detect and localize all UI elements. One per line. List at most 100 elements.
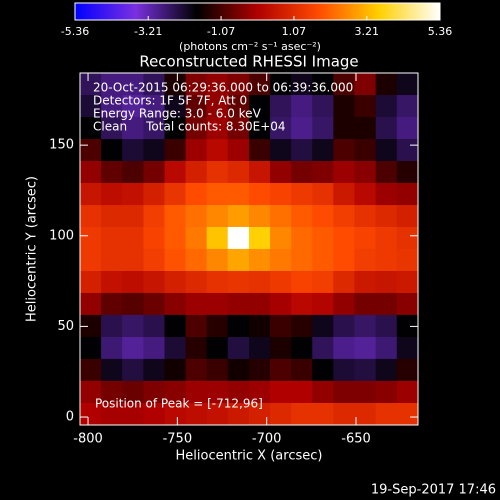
heat-cell bbox=[354, 314, 376, 338]
heat-cell bbox=[206, 337, 229, 360]
heat-cell bbox=[249, 271, 271, 294]
heat-cell bbox=[206, 205, 229, 228]
heat-cell bbox=[375, 205, 398, 228]
heat-cell bbox=[206, 161, 229, 184]
heat-cell bbox=[333, 292, 355, 316]
heat-cell bbox=[227, 161, 250, 184]
heat-cell bbox=[122, 358, 144, 382]
heat-cell bbox=[249, 95, 271, 118]
annotation: 20-Oct-2015 06:29:36.000 to 06:39:36.000 bbox=[93, 81, 353, 95]
x-tick-label: -800 bbox=[73, 432, 103, 447]
heat-cell bbox=[249, 358, 271, 382]
heat-cell bbox=[101, 314, 123, 338]
heat-cell bbox=[80, 402, 102, 426]
y-axis-label: Heliocentric Y (arcsec) bbox=[25, 176, 40, 322]
heat-cell bbox=[185, 402, 208, 426]
heat-cell bbox=[291, 73, 313, 96]
heat-cell bbox=[143, 358, 165, 382]
heat-cell bbox=[164, 205, 187, 228]
colorbar bbox=[74, 2, 441, 21]
x-tick-label: -700 bbox=[252, 432, 282, 447]
heat-cell bbox=[185, 314, 208, 338]
heat-cell bbox=[375, 182, 398, 206]
heat-cell bbox=[143, 248, 165, 272]
heat-cell bbox=[249, 337, 271, 360]
heat-cell bbox=[249, 226, 271, 250]
heat-cell bbox=[164, 73, 187, 96]
heat-cell bbox=[143, 292, 165, 316]
heat-cell bbox=[227, 116, 250, 140]
heat-cell bbox=[396, 226, 419, 250]
heat-cell bbox=[80, 95, 102, 118]
heat-cell bbox=[312, 337, 334, 360]
heat-cell bbox=[270, 292, 292, 316]
heat-cell bbox=[164, 182, 187, 206]
heat-cell bbox=[122, 314, 144, 338]
heat-cell bbox=[101, 73, 123, 96]
heat-cell bbox=[375, 380, 398, 404]
heat-cell bbox=[249, 248, 271, 272]
heat-cell bbox=[227, 182, 250, 206]
heat-cell bbox=[333, 205, 355, 228]
heat-cell bbox=[396, 205, 419, 228]
heat-cell bbox=[354, 248, 376, 272]
heat-cell bbox=[333, 161, 355, 184]
heat-cell bbox=[396, 337, 419, 360]
heat-cell bbox=[354, 337, 376, 360]
y-tick-label: 50 bbox=[57, 319, 74, 334]
heat-cell bbox=[164, 95, 187, 118]
heat-cell bbox=[143, 314, 165, 338]
heat-cell bbox=[122, 402, 144, 426]
colorbar-tick-label: 5.36 bbox=[428, 25, 453, 38]
heat-cell bbox=[291, 358, 313, 382]
heat-cell bbox=[143, 226, 165, 250]
heat-cell bbox=[122, 226, 144, 250]
heat-cell bbox=[249, 402, 271, 426]
heat-cell bbox=[375, 358, 398, 382]
heat-cell bbox=[122, 116, 144, 140]
heat-cell bbox=[185, 337, 208, 360]
heat-cell bbox=[185, 161, 208, 184]
heat-cell bbox=[185, 182, 208, 206]
heat-cell bbox=[143, 95, 165, 118]
heat-cell bbox=[396, 182, 419, 206]
colorbar-tick-label: -3.21 bbox=[134, 25, 162, 38]
heat-cell bbox=[206, 182, 229, 206]
heat-cell bbox=[354, 116, 376, 140]
colorbar-label: (photons cm⁻² s⁻¹ asec⁻²) bbox=[179, 40, 321, 53]
heat-cell bbox=[227, 380, 250, 404]
heat-cell bbox=[206, 380, 229, 404]
heat-cell bbox=[375, 116, 398, 140]
heat-cell bbox=[227, 337, 250, 360]
x-tick-label: -750 bbox=[163, 432, 193, 447]
heat-cell bbox=[396, 292, 419, 316]
heat-cell bbox=[185, 292, 208, 316]
heat-cell bbox=[375, 139, 398, 162]
heat-cell bbox=[312, 116, 334, 140]
heat-cell bbox=[80, 116, 102, 140]
heat-cell bbox=[354, 271, 376, 294]
heat-cell bbox=[227, 292, 250, 316]
heat-cell bbox=[101, 182, 123, 206]
heat-cell bbox=[122, 380, 144, 404]
heat-cell bbox=[396, 95, 419, 118]
heat-cell bbox=[333, 226, 355, 250]
heat-cell bbox=[270, 139, 292, 162]
heat-cell bbox=[164, 337, 187, 360]
heat-cell bbox=[333, 380, 355, 404]
heat-cell bbox=[185, 116, 208, 140]
heat-cell bbox=[312, 271, 334, 294]
heat-cell bbox=[122, 139, 144, 162]
heat-cell bbox=[206, 271, 229, 294]
heat-cell bbox=[375, 337, 398, 360]
heat-cell bbox=[291, 116, 313, 140]
heat-cell bbox=[227, 226, 250, 250]
heat-cell bbox=[291, 380, 313, 404]
heat-cell bbox=[291, 182, 313, 206]
heat-cell bbox=[227, 73, 250, 96]
heat-cell bbox=[143, 380, 165, 404]
heat-cell bbox=[270, 161, 292, 184]
heat-cell bbox=[270, 314, 292, 338]
heat-cell bbox=[270, 226, 292, 250]
timestamp: 19-Sep-2017 17:46 bbox=[371, 483, 496, 498]
